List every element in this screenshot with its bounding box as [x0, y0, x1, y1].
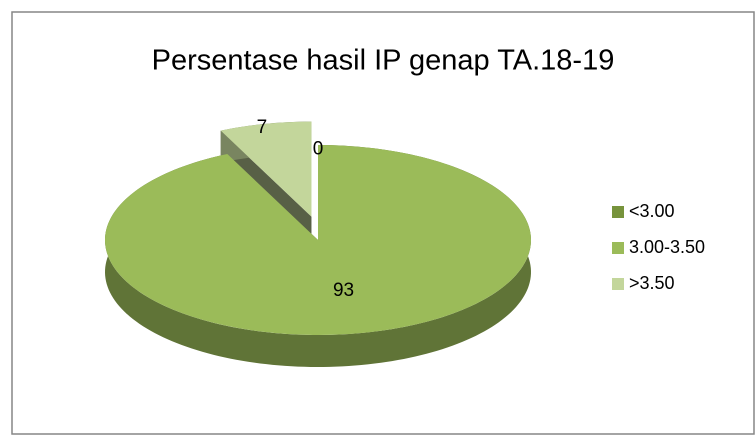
legend-label: <3.00: [629, 201, 675, 221]
data-label: 93: [333, 280, 354, 301]
legend-swatch: [612, 242, 624, 254]
pie-tops: [105, 121, 532, 336]
data-labels: 0 93 7: [257, 117, 354, 301]
legend-label: 3.00-3.50: [629, 237, 705, 257]
chart-title: Persentase hasil IP genap TA.18-19: [152, 45, 615, 77]
data-label: 0: [313, 138, 324, 159]
pie-slice: [220, 121, 312, 217]
legend-swatch: [612, 278, 624, 290]
data-label: 7: [257, 117, 268, 138]
pie-slice: [105, 145, 532, 336]
legend: <3.00 3.00-3.50 >3.50: [612, 201, 705, 293]
legend-swatch: [612, 206, 624, 218]
legend-label: >3.50: [629, 273, 675, 293]
